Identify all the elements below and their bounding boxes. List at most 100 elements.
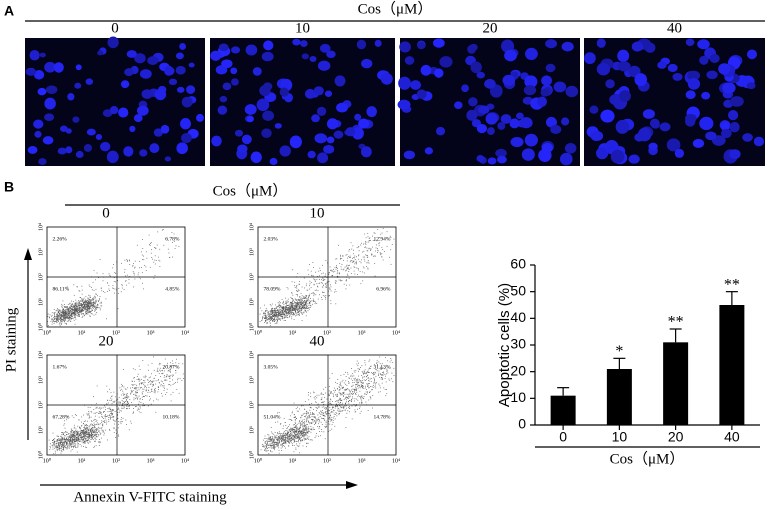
nucleus — [381, 73, 393, 85]
event-dot — [308, 305, 309, 306]
event-dot — [60, 321, 61, 322]
event-dot — [97, 422, 98, 423]
event-dot — [165, 394, 166, 395]
event-dot — [138, 378, 139, 379]
event-dot — [74, 312, 75, 313]
event-dot — [267, 434, 268, 435]
event-dot — [68, 445, 69, 446]
event-dot — [297, 308, 298, 309]
event-dot — [135, 391, 136, 392]
event-dot — [284, 318, 285, 319]
event-dot — [72, 438, 73, 439]
event-dot — [109, 415, 110, 416]
event-dot — [133, 412, 134, 413]
nucleus — [247, 116, 254, 122]
event-dot — [59, 447, 60, 448]
event-dot — [61, 314, 62, 315]
event-dot — [284, 418, 285, 419]
event-dot — [316, 419, 317, 420]
event-dot — [287, 435, 288, 436]
event-dot — [79, 311, 80, 312]
event-dot — [266, 308, 267, 309]
event-dot — [82, 290, 83, 291]
event-dot — [366, 376, 367, 377]
event-dot — [53, 444, 54, 445]
event-dot — [269, 315, 270, 316]
event-dot — [355, 387, 356, 388]
event-dot — [297, 273, 298, 274]
event-dot — [375, 372, 376, 373]
event-dot — [287, 440, 288, 441]
event-dot — [79, 316, 80, 317]
nucleus — [616, 120, 629, 134]
event-dot — [300, 431, 301, 432]
event-dot — [75, 433, 76, 434]
event-dot — [146, 258, 147, 259]
event-dot — [331, 291, 332, 292]
event-dot — [99, 442, 100, 443]
event-dot — [57, 321, 58, 322]
event-dot — [264, 305, 265, 306]
event-dot — [279, 431, 280, 432]
event-dot — [285, 439, 286, 440]
event-dot — [275, 315, 276, 316]
x-tick-label: 10³ — [358, 330, 366, 336]
event-dot — [85, 306, 86, 307]
event-dot — [268, 313, 269, 314]
event-dot — [283, 304, 284, 305]
event-dot — [77, 452, 78, 453]
event-dot — [86, 305, 87, 306]
event-dot — [77, 431, 78, 432]
event-dot — [123, 398, 124, 399]
event-dot — [70, 438, 71, 439]
event-dot — [313, 427, 314, 428]
event-dot — [94, 270, 95, 271]
quadrant-percent: 86.11% — [53, 286, 70, 292]
nucleus — [705, 131, 716, 140]
event-dot — [149, 235, 150, 236]
event-dot — [356, 263, 357, 264]
event-dot — [126, 400, 127, 401]
event-dot — [293, 431, 294, 432]
event-dot — [312, 440, 313, 441]
event-dot — [76, 438, 77, 439]
event-dot — [95, 308, 96, 309]
event-dot — [280, 313, 281, 314]
event-dot — [373, 385, 374, 386]
event-dot — [143, 259, 144, 260]
event-dot — [266, 444, 267, 445]
event-dot — [78, 433, 79, 434]
event-dot — [113, 264, 114, 265]
event-dot — [389, 380, 390, 381]
event-dot — [89, 316, 90, 317]
event-dot — [151, 253, 152, 254]
event-dot — [166, 392, 167, 393]
event-dot — [280, 306, 281, 307]
event-dot — [299, 300, 300, 301]
event-dot — [155, 412, 156, 413]
event-dot — [90, 300, 91, 301]
panel-label: B — [4, 179, 14, 195]
event-dot — [61, 439, 62, 440]
event-dot — [278, 447, 279, 448]
event-dot — [153, 262, 154, 263]
nucleus — [562, 42, 574, 52]
event-dot — [320, 416, 321, 417]
nucleus — [675, 149, 684, 158]
event-dot — [151, 383, 152, 384]
event-dot — [330, 267, 331, 268]
event-dot — [75, 447, 76, 448]
nucleus — [471, 61, 482, 73]
event-dot — [167, 374, 168, 375]
event-dot — [121, 411, 122, 412]
event-dot — [77, 304, 78, 305]
event-dot — [325, 276, 326, 277]
event-dot — [308, 395, 309, 396]
nucleus — [54, 62, 64, 73]
event-dot — [315, 294, 316, 295]
event-dot — [71, 312, 72, 313]
event-dot — [346, 280, 347, 281]
event-dot — [331, 271, 332, 272]
event-dot — [65, 306, 66, 307]
nucleus — [436, 127, 445, 136]
